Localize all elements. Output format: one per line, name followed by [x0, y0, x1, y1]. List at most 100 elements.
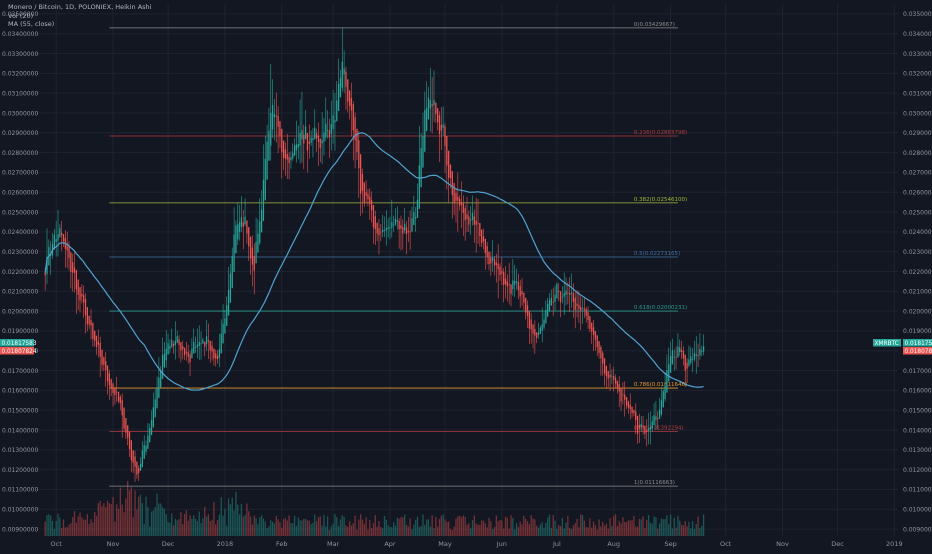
candle-body — [664, 386, 665, 399]
volume-bar — [701, 526, 702, 536]
candle-body — [175, 341, 176, 345]
candle-body — [268, 131, 269, 161]
volume-bar — [692, 521, 693, 536]
volume-bar — [59, 517, 60, 536]
volume-bar — [285, 518, 286, 536]
candle-body — [321, 140, 322, 143]
candle-body — [292, 153, 293, 159]
volume-bar — [48, 514, 49, 536]
volume-bar — [360, 514, 361, 536]
candle-body — [525, 298, 526, 313]
candle-body — [122, 400, 123, 415]
candle-body — [257, 234, 258, 253]
price-tick-label: 0.02100000 — [2, 289, 38, 296]
volume-bar — [481, 520, 482, 536]
candle-body — [45, 273, 46, 276]
candle-body — [646, 430, 647, 431]
volume-bar — [96, 516, 97, 536]
volume-bar — [72, 517, 73, 536]
candle-body — [466, 214, 467, 219]
volume-bar — [109, 503, 110, 536]
fib-level-label: 0(0.03429667) — [634, 22, 675, 28]
volume-bar — [661, 519, 662, 536]
candle-body — [320, 139, 321, 148]
volume-bar — [554, 521, 555, 536]
volume-bar — [92, 523, 93, 536]
symbol-title[interactable]: Monero / Bitcoin, 1D, POLONIEX, Heikin A… — [8, 3, 151, 12]
volume-bar — [457, 516, 458, 536]
volume-bar — [158, 503, 159, 536]
volume-bar — [142, 503, 143, 536]
volume-bar — [85, 520, 86, 536]
volume-bar — [131, 487, 132, 536]
volume-bar — [624, 522, 625, 536]
volume-bar — [411, 529, 412, 536]
fib-level-label: 0.5(0.02273165) — [634, 251, 680, 257]
volume-bar — [488, 518, 489, 536]
candle-body — [430, 100, 431, 108]
volume-bar — [443, 515, 444, 536]
price-tick-label: 0.01000000 — [903, 507, 932, 514]
ma-indicator-label[interactable]: MA (55, close) — [8, 20, 151, 29]
volume-bar — [600, 526, 601, 536]
candle-body — [685, 355, 686, 371]
price-tick-label: 0.02300000 — [2, 249, 38, 256]
volume-bar — [496, 516, 497, 536]
volume-bar — [393, 522, 394, 536]
candle-body — [100, 343, 101, 356]
volume-bar — [367, 530, 368, 536]
candle-body — [246, 221, 247, 234]
volume-bar — [595, 525, 596, 536]
volume-bar — [646, 520, 647, 536]
price-tick-label: 0.02100000 — [903, 289, 932, 296]
volume-bar — [435, 517, 436, 536]
candle-body — [503, 272, 504, 285]
time-tick-label: Sep — [664, 540, 676, 548]
volume-bar — [265, 521, 266, 536]
volume-bar — [340, 519, 341, 536]
candle-body — [635, 412, 636, 420]
candle-body — [413, 212, 414, 225]
volume-bar — [189, 515, 190, 536]
candle-body — [441, 125, 442, 131]
volume-bar — [276, 516, 277, 536]
volume-bar — [274, 523, 275, 536]
time-tick-label: 2018 — [217, 540, 234, 548]
candle-body — [123, 408, 124, 429]
candle-body — [380, 232, 381, 233]
volume-bar — [217, 520, 218, 536]
volume-bar — [424, 525, 425, 536]
volume-bar — [356, 530, 357, 536]
candle-body — [72, 262, 73, 272]
volume-bar — [602, 522, 603, 536]
candle-body — [419, 165, 420, 208]
volume-bar — [314, 515, 315, 536]
candle-body — [210, 341, 211, 351]
candle-body — [213, 349, 214, 359]
candle-body — [518, 282, 519, 290]
candle-body — [202, 340, 203, 344]
volume-bar — [466, 525, 467, 536]
candle-body — [74, 267, 75, 272]
volume-bar — [349, 521, 350, 536]
volume-bar — [613, 516, 614, 536]
candle-body — [329, 130, 330, 137]
candle-body — [404, 224, 405, 230]
price-tick-label: 0.01100000 — [903, 487, 932, 494]
volume-bar — [389, 527, 390, 536]
candle-body — [692, 359, 693, 360]
candle-body — [474, 216, 475, 224]
volume-bar — [133, 517, 134, 536]
price-tag-left: 0.01807824 — [2, 349, 37, 355]
volume-bar — [560, 526, 561, 536]
volume-bar — [663, 519, 664, 536]
volume-bar — [180, 512, 181, 536]
volume-bar — [639, 519, 640, 536]
candle-body — [573, 293, 574, 302]
volume-indicator-label[interactable]: Vol (20) — [8, 12, 151, 21]
candle-body — [686, 363, 687, 369]
fib-level-label: 0.382(0.02546100) — [634, 197, 687, 203]
candle-body — [116, 392, 117, 393]
volume-bar — [413, 525, 414, 536]
